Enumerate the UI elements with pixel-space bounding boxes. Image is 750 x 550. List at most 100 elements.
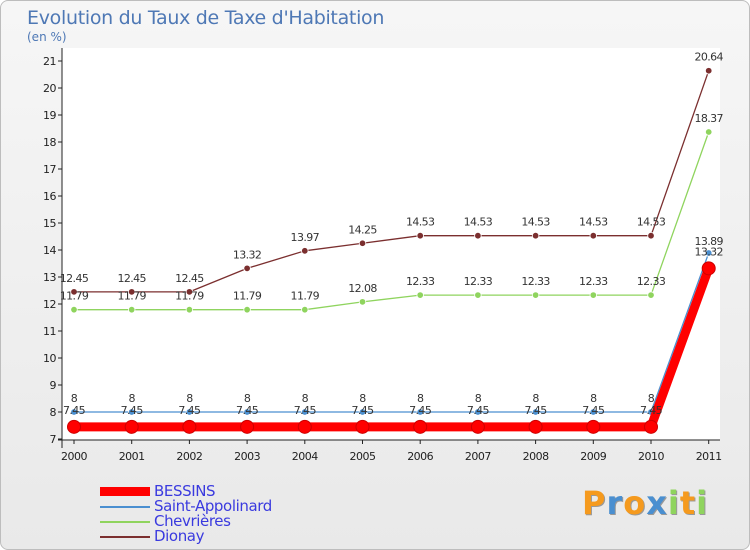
data-point: [647, 291, 655, 299]
x-tick-label: 2009: [580, 450, 606, 463]
data-point: [301, 408, 309, 416]
logo-letter: t: [679, 484, 697, 522]
legend-label: BESSINS: [154, 482, 216, 500]
data-point: [470, 419, 485, 434]
y-tick-label: 11: [43, 325, 56, 338]
logo-letter: r: [606, 484, 624, 522]
data-point: [416, 408, 424, 416]
data-point: [127, 305, 136, 314]
y-tick-label: 14: [43, 244, 56, 257]
data-label: 12.33: [464, 275, 493, 288]
data-label: 12.45: [175, 272, 204, 285]
logo-letter: i: [696, 484, 709, 522]
y-tick-label: 21: [43, 55, 56, 68]
data-label: 7.45: [236, 404, 259, 417]
data-label: 20.64: [694, 51, 723, 64]
data-label: 11.79: [175, 290, 204, 303]
data-point: [474, 231, 482, 240]
data-point: [705, 249, 713, 257]
series-line-dionay: [73, 70, 710, 293]
data-label: 13.89: [694, 235, 723, 248]
data-point: [644, 419, 658, 434]
data-point: [358, 408, 367, 416]
y-tick-label: 13: [43, 271, 56, 284]
legend-label: Chevrières: [154, 512, 231, 530]
data-point: [70, 288, 78, 296]
data-point: [647, 231, 655, 240]
legend-swatch-bessins: [100, 487, 150, 496]
data-label: 7.45: [351, 404, 374, 417]
data-label: 11.79: [117, 290, 146, 303]
data-point: [589, 291, 597, 299]
legend-label: Saint-Appolinard: [154, 497, 272, 515]
data-label: 8: [475, 392, 482, 405]
data-point: [416, 291, 424, 299]
x-tick-label: 2011: [696, 450, 722, 463]
data-label: 12.08: [348, 282, 377, 295]
chart-legend: BESSINS Saint-Appolinard Chevrières Dion…: [100, 482, 340, 545]
data-point: [70, 408, 78, 416]
data-label: 14.53: [521, 216, 550, 229]
data-point: [185, 288, 194, 296]
plot-area: [62, 48, 720, 440]
data-point: [528, 419, 543, 434]
data-label: 18.37: [694, 112, 723, 125]
data-label: 8: [244, 392, 251, 405]
data-label: 12.33: [579, 275, 608, 288]
legend-item-chevrieres: Chevrières: [100, 512, 340, 530]
x-tick-label: 2010: [638, 450, 664, 463]
data-point: [301, 247, 309, 255]
data-label: 14.53: [579, 216, 608, 229]
x-tick-label: 2003: [234, 450, 260, 463]
y-tick-label: 17: [43, 163, 56, 176]
data-label: 7.45: [582, 404, 605, 417]
x-tick-label: 2000: [61, 450, 87, 463]
data-label: 11.79: [291, 290, 320, 303]
series-line-chevri-res: [73, 131, 710, 311]
data-point: [185, 408, 194, 416]
data-point: [705, 128, 713, 136]
x-tick-label: 2006: [407, 450, 433, 463]
logo-letter: o: [623, 484, 647, 522]
x-tick-label: 2002: [176, 450, 202, 463]
data-point: [416, 231, 424, 240]
data-point: [355, 419, 370, 434]
legend-item-dionay: Dionay: [100, 527, 340, 545]
data-label: 11.79: [60, 290, 89, 303]
data-point: [474, 291, 482, 299]
logo-letter: i: [667, 484, 680, 522]
data-label: 14.25: [348, 223, 377, 236]
data-label: 14.53: [464, 216, 493, 229]
y-tick-label: 12: [43, 298, 56, 311]
data-label: 12.45: [60, 272, 89, 285]
logo-letter: P: [582, 484, 607, 522]
y-tick-label: 10: [43, 352, 56, 365]
data-label: 13.32: [694, 245, 723, 258]
y-tick-label: 15: [43, 217, 56, 230]
data-label: 8: [532, 392, 539, 405]
data-point: [531, 231, 540, 240]
data-label: 12.33: [521, 275, 550, 288]
x-tick-label: 2007: [465, 450, 491, 463]
data-label: 8: [417, 392, 424, 405]
data-label: 12.45: [117, 272, 146, 285]
data-label: 8: [128, 392, 135, 405]
data-label: 14.53: [637, 216, 666, 229]
data-point: [182, 419, 197, 434]
logo-letter: x: [646, 484, 668, 522]
data-label: 12.33: [406, 275, 435, 288]
data-label: 7.45: [640, 404, 663, 417]
data-point: [70, 305, 78, 314]
data-label: 13.32: [233, 248, 262, 261]
data-point: [589, 231, 597, 240]
data-point: [358, 239, 367, 247]
data-point: [301, 305, 309, 314]
proxiti-logo: Proxiti: [582, 484, 708, 522]
y-tick-label: 9: [50, 379, 57, 392]
data-point: [589, 408, 597, 416]
legend-item-bessins: BESSINS: [100, 482, 340, 500]
data-point: [127, 408, 136, 416]
data-label: 7.45: [409, 404, 432, 417]
y-tick-label: 20: [43, 82, 56, 95]
